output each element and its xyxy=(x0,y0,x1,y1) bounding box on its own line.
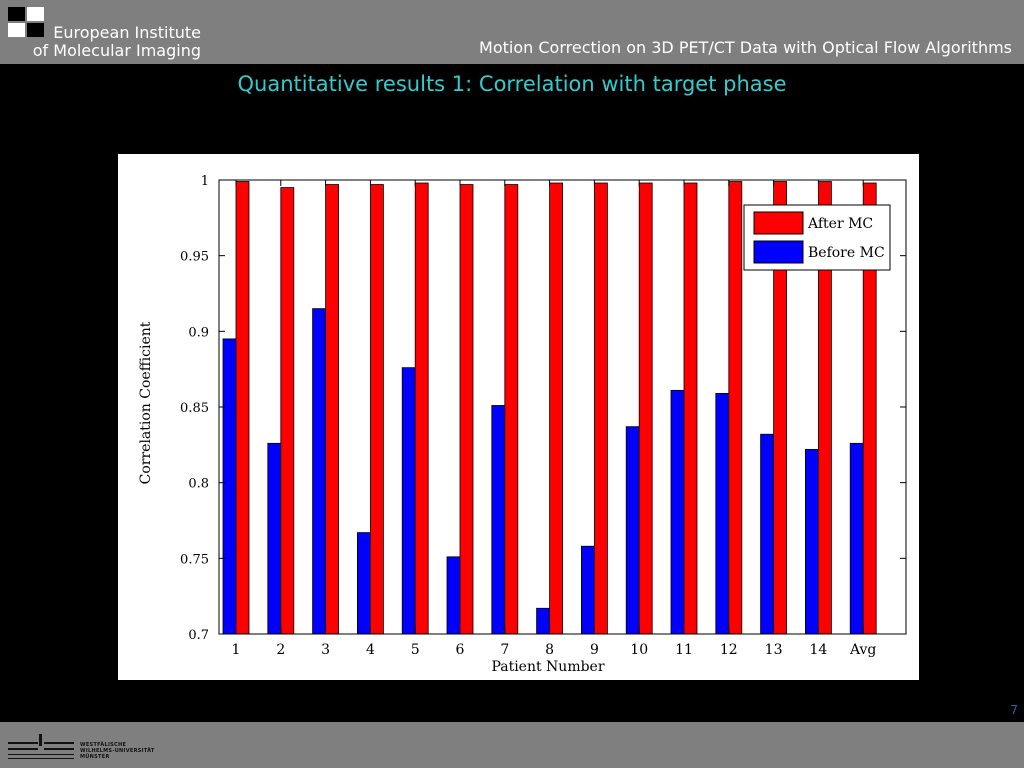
x-tick-label: 2 xyxy=(276,642,285,658)
header-bar: European Institute of Molecular Imaging … xyxy=(0,0,1024,64)
legend: After MC Before MC xyxy=(743,204,891,271)
legend-label-before-mc: Before MC xyxy=(808,245,885,261)
x-axis: 1 2 3 4 5 6 7 8 9 10 11 12 13 14 Avg xyxy=(232,180,876,658)
bar-after-mc-4 xyxy=(369,184,384,635)
bar-after-mc-5 xyxy=(414,182,429,635)
y-tick-label: 0.85 xyxy=(180,401,209,416)
bar-before-mc-10 xyxy=(625,426,640,635)
slide-title: Quantitative results 1: Correlation with… xyxy=(237,72,787,96)
bar-before-mc-7 xyxy=(491,405,506,635)
university-logo xyxy=(8,730,78,760)
y-tick-label: 0.9 xyxy=(188,325,209,340)
bar-before-mc-6 xyxy=(446,556,461,635)
legend-swatch-before-mc xyxy=(753,240,804,264)
bar-before-mc-9 xyxy=(580,545,595,635)
university-name: WESTFÄLISCHE WILHELMS-UNIVERSITÄT MÜNSTE… xyxy=(80,742,155,760)
y-axis: 0.7 0.75 0.8 0.85 0.9 0.95 1 xyxy=(180,174,906,643)
bar-before-mc-1 xyxy=(222,338,237,635)
legend-swatch-after-mc xyxy=(753,211,804,235)
y-axis-label: Correlation Coefficient xyxy=(138,321,154,484)
x-tick-label: 7 xyxy=(500,642,509,658)
x-tick-label: 6 xyxy=(456,642,465,658)
bar-after-mc-12 xyxy=(728,181,743,635)
bar-before-mc-12 xyxy=(715,392,730,635)
y-tick-label: 0.8 xyxy=(188,477,209,492)
x-tick-label: 11 xyxy=(675,642,693,658)
x-axis-label: Patient Number xyxy=(491,659,604,675)
y-tick-label: 0.75 xyxy=(180,552,209,567)
y-tick-label: 1 xyxy=(201,174,209,189)
bar-before-mc-5 xyxy=(401,367,416,635)
bar-before-mc-8 xyxy=(536,607,551,635)
x-tick-label: 4 xyxy=(366,642,375,658)
bar-chart: 0.70.750.80.850.90.951 1 2 3 4 5 6 7 8 9 10 11 12 13… xyxy=(138,174,907,675)
university-line1: WESTFÄLISCHE xyxy=(80,742,127,748)
x-tick-label: 10 xyxy=(630,642,648,658)
institute-name-line1: European Institute xyxy=(53,23,201,42)
bar-before-mc-2 xyxy=(267,442,282,635)
x-tick-label: 1 xyxy=(232,642,241,658)
chart-panel: 0.7 0.75 0.8 0.85 0.9 0.95 1 1 2 3 4 5 6 7 8 9 10 11 12 13… xyxy=(118,154,919,680)
x-tick-label: 13 xyxy=(765,642,783,658)
eimi-logo xyxy=(8,7,46,37)
y-tick-label: 0.7 xyxy=(188,628,209,643)
bar-after-mc-8 xyxy=(549,182,564,635)
bar-before-mc-13 xyxy=(760,433,774,635)
bar-after-mc-11 xyxy=(683,182,698,635)
x-tick-label: 5 xyxy=(411,642,420,658)
bar-after-mc-9 xyxy=(593,182,608,635)
bar-before-mc-4 xyxy=(356,532,371,635)
bar-after-mc-6 xyxy=(459,184,474,635)
bars-group xyxy=(222,181,877,635)
institute-name-line2: of Molecular Imaging xyxy=(32,41,201,60)
bar-before-mc-11 xyxy=(670,389,685,635)
bar-before-mc-14 xyxy=(805,448,819,635)
bar-after-mc-1 xyxy=(235,181,250,635)
y-tick-label: 0.95 xyxy=(180,250,209,265)
university-line3: MÜNSTER xyxy=(80,754,110,760)
bar-after-mc-2 xyxy=(280,187,295,635)
x-tick-label: 9 xyxy=(590,642,599,658)
bar-after-mc-10 xyxy=(638,182,653,635)
x-tick-label: Avg xyxy=(849,642,876,658)
x-tick-label: 14 xyxy=(809,642,827,658)
university-line2: WILHELMS-UNIVERSITÄT xyxy=(80,748,155,754)
talk-title: Motion Correction on 3D PET/CT Data with… xyxy=(479,38,1012,57)
bar-before-mc-Avg xyxy=(849,442,864,635)
footer-bar: WESTFÄLISCHE WILHELMS-UNIVERSITÄT MÜNSTE… xyxy=(0,722,1024,768)
page-number: 7 xyxy=(1010,703,1018,717)
bar-before-mc-3 xyxy=(312,308,327,635)
x-tick-label: 3 xyxy=(321,642,330,658)
legend-label-after-mc: After MC xyxy=(807,216,873,232)
bar-after-mc-7 xyxy=(504,184,519,635)
x-tick-label: 12 xyxy=(720,642,738,658)
bar-after-mc-3 xyxy=(325,184,340,635)
x-tick-label: 8 xyxy=(545,642,554,658)
